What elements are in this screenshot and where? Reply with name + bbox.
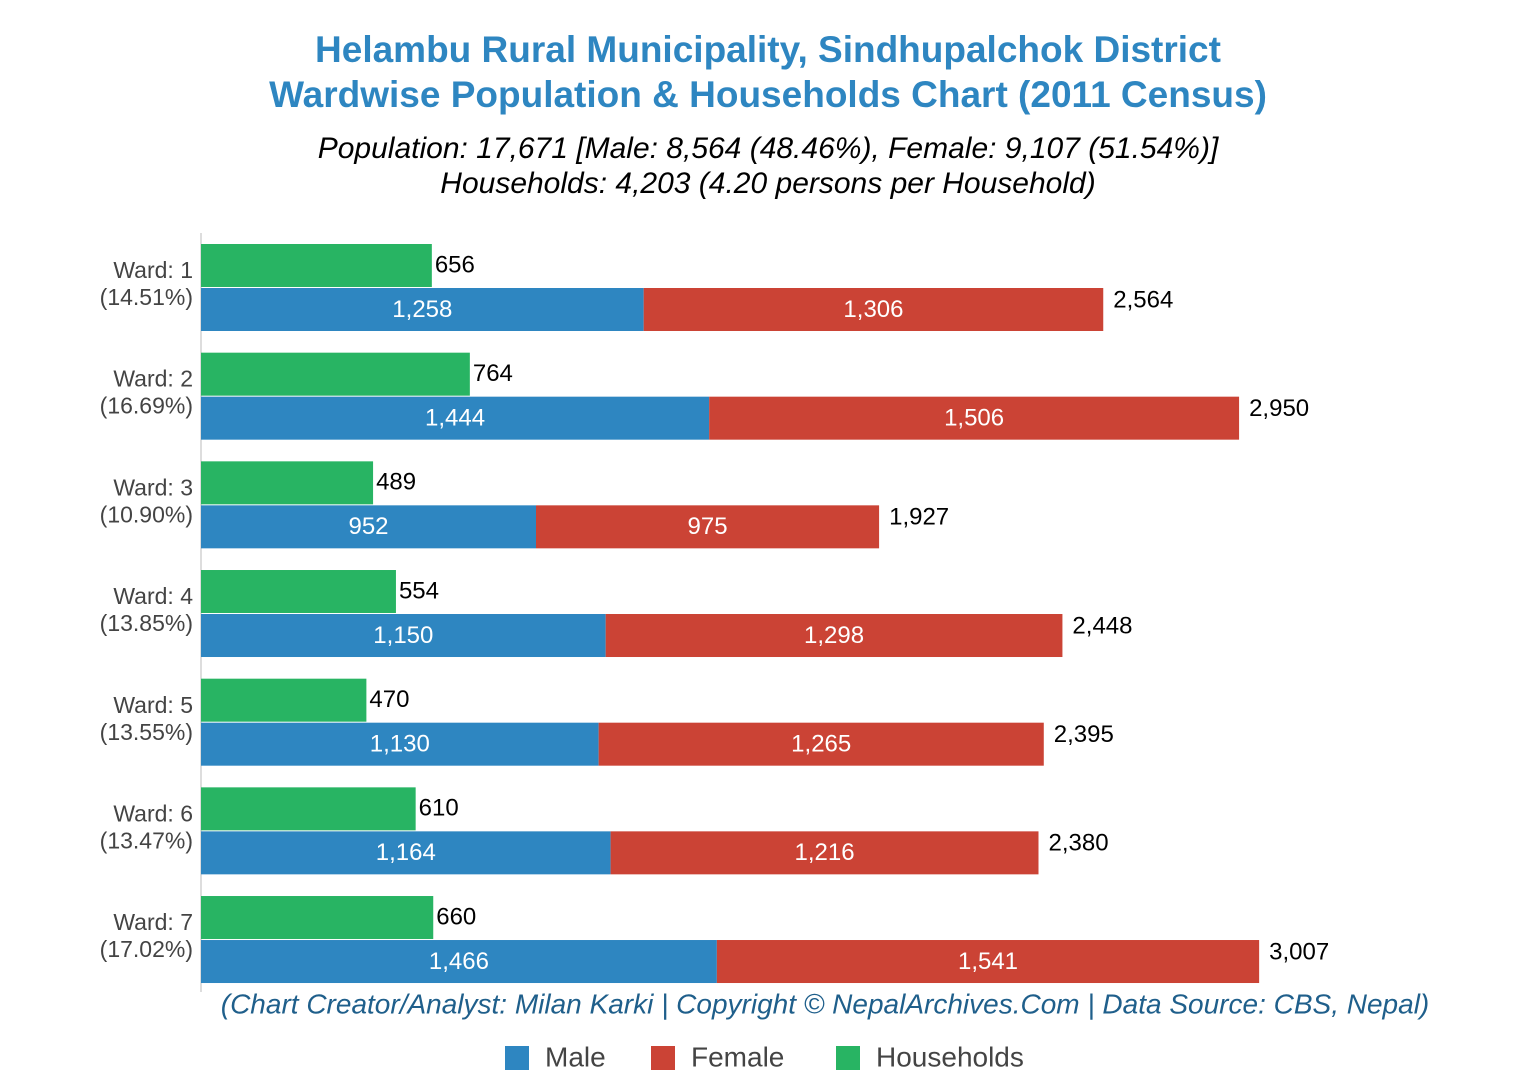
value-label: 1,444 bbox=[425, 405, 485, 432]
population-bar bbox=[201, 288, 644, 331]
legend-label: Male bbox=[545, 1041, 606, 1072]
legend-label: Female bbox=[691, 1041, 784, 1072]
population-bar bbox=[201, 831, 611, 875]
category-label: Ward: 1 bbox=[113, 257, 193, 283]
total-label: 2,950 bbox=[1249, 395, 1309, 422]
value-label: 470 bbox=[369, 686, 409, 713]
legend-swatch bbox=[651, 1046, 675, 1070]
total-label: 3,007 bbox=[1269, 938, 1329, 965]
population-bar bbox=[201, 940, 717, 984]
value-label: 764 bbox=[473, 360, 513, 387]
value-label: 610 bbox=[419, 795, 459, 822]
category-share: (14.51%) bbox=[100, 284, 193, 310]
category-label: Ward: 3 bbox=[113, 474, 193, 500]
value-label: 1,306 bbox=[843, 296, 903, 323]
total-label: 2,395 bbox=[1054, 721, 1114, 748]
total-label: 1,927 bbox=[889, 504, 949, 531]
value-label: 554 bbox=[399, 577, 439, 604]
chart-subtitle: Population: 17,671 [Male: 8,564 (48.46%)… bbox=[318, 132, 1219, 165]
population-bar bbox=[716, 940, 1260, 984]
value-label: 1,265 bbox=[791, 731, 851, 758]
value-label: 1,216 bbox=[795, 839, 855, 866]
population-bar bbox=[610, 831, 1039, 875]
value-label: 1,466 bbox=[429, 948, 489, 975]
value-label: 489 bbox=[376, 469, 416, 496]
population-bar bbox=[709, 396, 1240, 440]
total-label: 2,380 bbox=[1049, 830, 1109, 857]
value-label: 1,506 bbox=[944, 405, 1004, 432]
households-bar bbox=[201, 244, 432, 287]
category-label: Ward: 5 bbox=[113, 692, 193, 718]
total-label: 2,564 bbox=[1113, 286, 1173, 313]
category-label: Ward: 4 bbox=[113, 583, 193, 609]
population-bar bbox=[201, 722, 599, 766]
population-bar bbox=[598, 722, 1044, 766]
legend-swatch bbox=[505, 1046, 529, 1070]
legend-label: Households bbox=[876, 1041, 1024, 1072]
households-bar bbox=[201, 678, 367, 722]
population-bar bbox=[201, 614, 606, 658]
category-label: Ward: 2 bbox=[113, 366, 193, 392]
households-bar bbox=[201, 896, 434, 940]
category-share: (17.02%) bbox=[100, 936, 193, 962]
value-label: 952 bbox=[348, 513, 388, 540]
total-label: 2,448 bbox=[1072, 612, 1132, 639]
value-label: 660 bbox=[436, 903, 476, 930]
households-bar bbox=[201, 570, 396, 614]
population-bar bbox=[201, 396, 710, 440]
category-share: (13.47%) bbox=[100, 827, 193, 853]
population-bar bbox=[605, 614, 1063, 658]
population-bar bbox=[643, 288, 1104, 331]
households-bar bbox=[201, 787, 416, 831]
chart-subtitle: Households: 4,203 (4.20 persons per Hous… bbox=[440, 167, 1095, 200]
category-share: (13.85%) bbox=[100, 610, 193, 636]
value-label: 1,298 bbox=[804, 622, 864, 649]
population-bar bbox=[536, 505, 880, 549]
category-share: (16.69%) bbox=[100, 393, 193, 419]
value-label: 1,164 bbox=[376, 839, 436, 866]
households-bar bbox=[201, 352, 470, 396]
population-bar bbox=[201, 505, 537, 549]
value-label: 975 bbox=[688, 513, 728, 540]
category-label: Ward: 7 bbox=[113, 909, 193, 935]
value-label: 1,150 bbox=[373, 622, 433, 649]
source-note: (Chart Creator/Analyst: Milan Karki | Co… bbox=[221, 988, 1430, 1019]
chart-title: Wardwise Population & Households Chart (… bbox=[269, 74, 1267, 115]
category-share: (10.90%) bbox=[100, 501, 193, 527]
chart-title: Helambu Rural Municipality, Sindhupalcho… bbox=[315, 29, 1221, 70]
households-bar bbox=[201, 461, 374, 505]
value-label: 1,130 bbox=[370, 731, 430, 758]
value-label: 1,541 bbox=[958, 948, 1018, 975]
value-label: 1,258 bbox=[392, 296, 452, 323]
category-label: Ward: 6 bbox=[113, 800, 193, 826]
legend-swatch bbox=[836, 1046, 860, 1070]
value-label: 656 bbox=[435, 251, 475, 278]
category-share: (13.55%) bbox=[100, 719, 193, 745]
